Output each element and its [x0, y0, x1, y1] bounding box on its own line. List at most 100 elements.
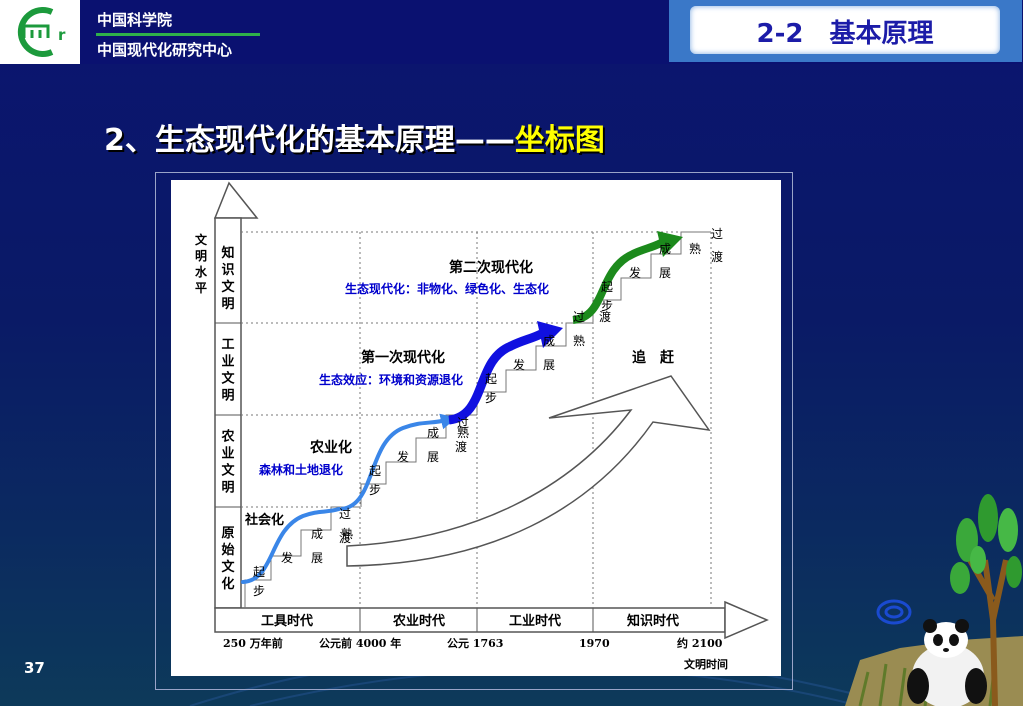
stage-char: 熟 [689, 241, 701, 256]
y-axis-arrow [213, 181, 259, 219]
coordinate-diagram: 文 明 水 平 原始文化农业文明工业文明知识文明 工具时代 农业时代 工业时代 知识时… [171, 180, 781, 676]
curve-social [241, 507, 341, 584]
section-label: 2-2 基本原理 [756, 19, 934, 49]
stage-char: 展 [427, 450, 439, 464]
logo-emblem-icon: r [17, 7, 66, 57]
time-mark-2: 公元前 4000 年 [319, 636, 401, 650]
stage-char: 步 [601, 299, 613, 313]
org-divider [96, 33, 260, 36]
cas-logo: r [0, 0, 80, 64]
curve-first-arrowhead [537, 321, 563, 348]
stage-char: 渡 [339, 530, 351, 545]
y-axis-title: 文 明 水 平 [195, 232, 208, 295]
stage-char: 渡 [599, 309, 611, 324]
level-label-2-char: 农 [220, 429, 234, 445]
time-mark-5: 约 2100 [677, 636, 723, 650]
logo-letter: r [58, 26, 66, 44]
curve-agricultural [340, 413, 457, 511]
phase-first-effect: 生态效应：环境和资源退化 [319, 372, 463, 387]
catch-up-label: 追 赶 [632, 349, 675, 366]
level-label-4-char: 识 [221, 263, 234, 278]
level-label-1-char: 文 [221, 559, 235, 575]
stage-char: 过 [457, 416, 469, 430]
stage-char: 成 [659, 242, 671, 256]
stage-char: 过 [573, 310, 585, 324]
stage-char: 熟 [341, 526, 353, 541]
level-label-3-char: 明 [221, 389, 234, 404]
curve-second-arrowhead [657, 231, 683, 257]
level-label-2-char: 业 [221, 446, 234, 462]
stage-char: 渡 [711, 249, 723, 264]
phase-agricultural-effect: 森林和土地退化 [259, 462, 343, 477]
era-labels: 工具时代 农业时代 工业时代 知识时代 [261, 613, 679, 629]
stage-char: 起 [253, 565, 265, 579]
stage-char: 成 [543, 334, 555, 348]
stage-char: 展 [311, 551, 323, 565]
y-axis-title-ch-4: 平 [195, 281, 207, 295]
level-label-3-char: 工 [221, 338, 234, 353]
y-axis-title-ch-2: 明 [195, 249, 207, 263]
phase-social-label: 社会化 [244, 512, 284, 528]
ripple-circle-icon [876, 599, 912, 625]
time-mark-3: 公元 1763 [447, 637, 503, 650]
time-mark-4: 1970 [579, 637, 610, 650]
level-label-4-char: 知 [221, 245, 234, 261]
stage-char: 过 [339, 507, 351, 521]
y-axis-title-ch-1: 文 [195, 232, 208, 247]
stage-char: 成 [311, 527, 323, 541]
time-marks: 250 万年前 公元前 4000 年 公元 1763 1970 约 2100 [223, 636, 723, 650]
level-label-4-char: 文 [221, 279, 235, 295]
phase-second-label: 第二次现代化 [449, 259, 533, 276]
time-mark-1: 250 万年前 [223, 636, 283, 650]
level-label-1-char: 化 [221, 576, 234, 592]
stage-char: 发 [397, 449, 409, 464]
stage-char: 展 [543, 358, 555, 372]
stage-char: 起 [485, 372, 497, 386]
level-label-3-char: 文 [221, 371, 235, 387]
x-axis-title: 文明时间 [684, 657, 728, 671]
phase-agricultural-label: 农业化 [309, 439, 352, 456]
stage-char: 展 [659, 266, 671, 280]
org-name-cas: 中国科学院 [97, 11, 173, 29]
diagram-frame [155, 172, 793, 690]
stage-char: 步 [369, 483, 381, 497]
x-axis-bar [214, 607, 726, 633]
page-title-sub: 坐标图 [514, 123, 605, 158]
stage-char: 起 [369, 464, 381, 478]
level-label-1-char: 原 [221, 526, 234, 541]
stage-char: 发 [513, 357, 525, 372]
stage-char: 起 [601, 280, 613, 294]
level-label-3-char: 业 [221, 354, 234, 370]
curve-second-modernization [572, 239, 663, 324]
tree-icon [950, 494, 1022, 706]
phase-first-label: 第一次现代化 [361, 349, 445, 366]
level-label-1-char: 始 [221, 542, 234, 558]
era-label-1: 工具时代 [261, 613, 313, 629]
org-name-center: 中国现代化研究中心 [97, 41, 233, 59]
stage-char: 发 [629, 265, 641, 280]
level-label-2-char: 明 [221, 481, 234, 496]
stage-char: 发 [281, 550, 293, 565]
era-label-3: 工业时代 [509, 613, 561, 629]
stage-char: 渡 [455, 439, 467, 454]
stage-char: 步 [485, 391, 497, 405]
phase-second-effect: 生态现代化：非物化、绿色化、生态化 [345, 281, 549, 296]
section-banner-inner [690, 6, 1000, 54]
stage-char: 步 [253, 584, 265, 598]
x-axis-arrow [724, 600, 769, 640]
page-title: 2、生态现代化的基本原理——坐标图 [104, 115, 605, 159]
stage-char: 熟 [457, 425, 469, 440]
grid-lines [241, 231, 712, 608]
stage-char: 过 [711, 227, 723, 241]
page-title-main: 2、生态现代化的基本原理—— [104, 123, 515, 158]
level-label-4-char: 明 [221, 297, 234, 312]
stage-char: 成 [427, 426, 439, 440]
level-label-2-char: 文 [221, 463, 235, 479]
y-axis-title-ch-3: 水 [195, 264, 208, 279]
stage-char: 熟 [573, 333, 585, 348]
curve-first-modernization [448, 329, 544, 425]
page-number: 37 [24, 659, 45, 677]
